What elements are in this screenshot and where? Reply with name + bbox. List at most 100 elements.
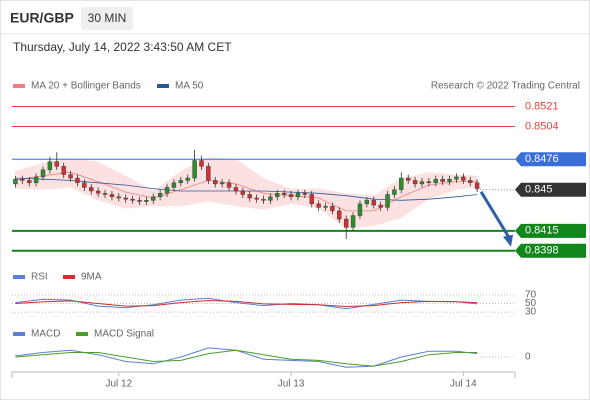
- x-tick-label: Jul 12: [105, 379, 132, 390]
- candle-body: [254, 197, 259, 200]
- candle-body: [371, 200, 376, 206]
- candle-body: [82, 182, 87, 188]
- candle-body: [399, 177, 404, 190]
- x-tick-label: Jul 14: [450, 379, 477, 390]
- candle-body: [309, 194, 314, 205]
- rsi-tick-label: 30: [525, 307, 537, 318]
- candle-body: [178, 180, 184, 183]
- timestamp: Thursday, July 14, 2022 3:43:50 AM CET: [13, 40, 232, 54]
- candle-body: [192, 160, 197, 179]
- rsi-line: [15, 299, 478, 308]
- legend-label: RSI: [31, 272, 48, 283]
- candle-body: [261, 198, 266, 201]
- rsi-tick-label: 70: [525, 290, 537, 301]
- level-label-box: [515, 182, 586, 197]
- candle-body: [474, 182, 480, 189]
- candle-body: [130, 198, 135, 201]
- candle-body: [302, 193, 308, 195]
- level-label: 0.8504: [525, 120, 559, 132]
- legend-label: MA 50: [175, 81, 204, 92]
- candle-body: [171, 182, 177, 188]
- credit: Research © 2022 Trading Central: [431, 81, 580, 92]
- level-label-box: [515, 243, 586, 258]
- candle-body: [454, 176, 459, 180]
- candle-body: [378, 204, 383, 208]
- level-label: 0.8398: [525, 245, 559, 257]
- candle-body: [102, 193, 108, 195]
- candle-body: [426, 181, 432, 183]
- candle-body: [89, 187, 94, 192]
- ma20-line: [15, 171, 478, 212]
- candle-body: [185, 177, 190, 181]
- candle-body: [33, 176, 39, 183]
- candle-body: [447, 179, 452, 182]
- candle-body: [95, 190, 101, 194]
- legend-label: 9MA: [81, 272, 102, 283]
- candle-body: [164, 187, 170, 194]
- candle-body: [337, 210, 342, 220]
- candle-body: [281, 193, 287, 195]
- candle-body: [47, 161, 53, 171]
- candle-body: [116, 196, 122, 199]
- candle-body: [433, 179, 438, 183]
- candle-body: [13, 179, 18, 185]
- candle-body: [54, 161, 59, 167]
- candle-body: [412, 180, 418, 185]
- candle-body: [137, 200, 142, 202]
- legend-swatch: [13, 84, 25, 88]
- candle-body: [123, 197, 128, 200]
- level-label: 0.8476: [525, 153, 559, 165]
- candle-body: [157, 193, 163, 198]
- candle-body: [219, 182, 225, 185]
- candle-body: [233, 187, 239, 192]
- legend-swatch: [13, 275, 25, 279]
- candle-body: [392, 189, 397, 195]
- candle-body: [206, 166, 211, 181]
- candle-body: [213, 180, 218, 185]
- candle-body: [323, 206, 328, 208]
- candle-body: [330, 206, 335, 212]
- candle-body: [20, 179, 25, 181]
- candle-body: [364, 200, 370, 205]
- legend-swatch: [157, 84, 169, 88]
- legend-label: MACD: [31, 329, 60, 340]
- candle-body: [350, 215, 356, 228]
- candle-body: [419, 181, 425, 185]
- candle-body: [405, 177, 411, 181]
- legend-label: MACD Signal: [94, 329, 154, 340]
- legend-swatch: [63, 275, 75, 279]
- candle-body: [199, 160, 204, 167]
- candle-body: [295, 193, 301, 198]
- candle-body: [240, 190, 246, 195]
- level-label: 0.8415: [525, 225, 559, 237]
- candle-body: [68, 174, 73, 179]
- candle-body: [226, 182, 232, 188]
- candle-body: [75, 177, 80, 183]
- legend-label: MA 20 + Bollinger Bands: [31, 81, 141, 92]
- macd-line: [15, 347, 478, 368]
- timeframe-badge: [81, 7, 133, 30]
- level-label-box: [515, 152, 586, 167]
- candle-body: [468, 180, 473, 183]
- level-label-box: [515, 223, 586, 238]
- candle-body: [247, 194, 252, 199]
- candle-body: [109, 194, 115, 198]
- candle-body: [440, 179, 445, 182]
- candle-body: [144, 200, 149, 202]
- forecast-arrow: [479, 191, 513, 242]
- rsi-tick-label: 50: [525, 298, 537, 309]
- legend-swatch: [13, 332, 25, 336]
- x-tick-label: Jul 13: [278, 379, 305, 390]
- macd-tick-label: 0: [525, 352, 531, 363]
- candle-body: [343, 218, 349, 228]
- candle-body: [40, 169, 46, 178]
- macd-line: [15, 349, 478, 367]
- candle-body: [357, 203, 363, 216]
- candle-body: [288, 194, 294, 198]
- candle-body: [385, 194, 390, 208]
- level-label: 0.845: [525, 184, 553, 196]
- level-label: 0.8521: [525, 100, 559, 112]
- forecast-arrowhead: [503, 234, 513, 247]
- rsi-line: [15, 297, 478, 310]
